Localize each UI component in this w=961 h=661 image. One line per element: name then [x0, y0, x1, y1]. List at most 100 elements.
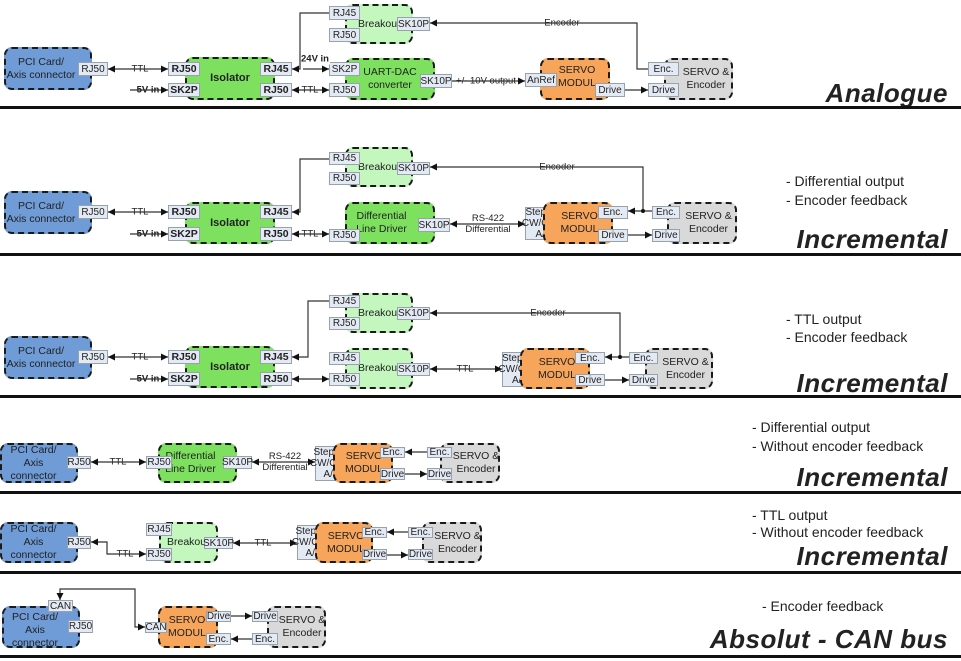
block-label: SERVO MODUL — [327, 529, 365, 555]
block-label: SERVO & Encoder — [278, 614, 326, 639]
section-divider — [0, 655, 961, 658]
port-drive: Drive — [595, 83, 625, 97]
block-label: Differential Line Driver — [356, 210, 407, 235]
port-rj50: RJ50 — [260, 372, 292, 386]
port-rj45: RJ45 — [329, 152, 360, 165]
connection-wire — [292, 12, 329, 73]
port-rj45: RJ45 — [260, 205, 292, 219]
feature-note: - Differential output — [786, 173, 905, 189]
block-label: SERVO MODUL — [538, 355, 576, 381]
block-label: Breakout — [357, 306, 401, 319]
block-label: SERVO MODUL — [168, 614, 206, 639]
port-rj50: RJ50 — [329, 28, 360, 42]
port-drive: Drive — [408, 549, 433, 560]
section-divider — [0, 491, 961, 494]
port-rj50: RJ50 — [168, 350, 200, 364]
port-drive: Drive — [598, 229, 628, 242]
port-enc: Enc. — [380, 447, 405, 458]
port-enc: Enc. — [648, 62, 679, 76]
feature-note: - TTL output — [752, 507, 828, 523]
feature-note: - Without encoder feedback — [752, 524, 924, 540]
section-title: Analogue — [825, 78, 948, 108]
port-anref: AnRef — [525, 73, 557, 87]
port-drive: Drive — [427, 468, 452, 480]
port-enc: Enc. — [408, 527, 433, 538]
block-label: SERVO MODUL — [345, 450, 383, 475]
port-sk10p: SK10P — [397, 17, 430, 31]
port-rj50: RJ50 — [168, 62, 200, 76]
port-enc: Enc. — [652, 206, 680, 219]
port-enc: Enc. — [575, 352, 605, 364]
connection-wire — [292, 158, 329, 216]
port-rj45: RJ45 — [329, 6, 360, 20]
port-enc: Enc. — [362, 527, 387, 538]
section-title: Absolut - CAN bus — [709, 624, 948, 654]
section-title: Incremental — [796, 368, 948, 398]
port-drive: Drive — [380, 468, 405, 480]
section-title: Incremental — [796, 541, 948, 571]
section-divider — [0, 253, 961, 256]
port-drive: Drive — [648, 83, 679, 97]
port-enc: Enc. — [629, 352, 658, 364]
pci-card-block — [0, 522, 78, 563]
port-sk2p: SK2P — [329, 62, 360, 76]
port-sk2p: SK2P — [168, 372, 200, 386]
feature-note: - Without encoder feedback — [752, 438, 924, 454]
block-label: PCI Card/ Axis connector — [10, 443, 57, 482]
block-label: Breakout — [166, 536, 210, 548]
port-sk10p: SK10P — [418, 218, 450, 232]
block-label: Isolator — [210, 72, 250, 84]
feature-note: - Differential output — [752, 419, 871, 435]
block-label: UART-DAC converter — [363, 66, 417, 91]
feature-note: - TTL output — [786, 311, 862, 327]
port-drive: Drive — [629, 374, 658, 386]
port-enc: Enc. — [252, 633, 278, 645]
port-rj50: RJ50 — [67, 456, 91, 469]
port-rj50: RJ50 — [260, 83, 292, 97]
block-label: PCI Card/ Axis connector — [11, 610, 59, 649]
block-label: Isolator — [210, 216, 250, 229]
block-label: PCI Card/ Axis connector — [6, 344, 76, 370]
port-rj50: RJ50 — [329, 317, 360, 330]
port-rj45: RJ45 — [329, 352, 360, 365]
connection-wire — [56, 588, 145, 631]
port-rj50: RJ50 — [329, 373, 360, 386]
port-rj50: RJ50 — [168, 205, 200, 219]
connection-wire — [292, 300, 329, 361]
block-label: SERVO & Encoder — [434, 529, 481, 555]
block-label: Isolator — [210, 360, 250, 373]
port-rj50: RJ50 — [329, 229, 360, 242]
section-title: Incremental — [796, 224, 948, 254]
junction-dot — [641, 209, 645, 213]
pci-card-block — [4, 47, 92, 90]
feature-note: - Encoder feedback — [786, 329, 908, 345]
port-drive: Drive — [206, 611, 231, 622]
port-enc: Enc. — [598, 206, 628, 219]
port-sk2p: SK2P — [168, 83, 200, 97]
junction-dot — [618, 355, 622, 359]
port-sk2p: SK2P — [168, 227, 200, 241]
block-label: SERVO & Encoder — [662, 355, 709, 381]
connection-wire — [430, 309, 621, 357]
port-rj50: RJ50 — [146, 548, 172, 561]
port-rj50: RJ50 — [329, 172, 360, 185]
port-rj50: RJ50 — [78, 62, 108, 76]
block-label: Breakout — [357, 17, 401, 30]
port-enc: Enc. — [206, 633, 231, 645]
port-rj50: RJ50 — [67, 536, 91, 549]
port-sk10p: SK10P — [397, 162, 430, 175]
port-drive: Drive — [575, 374, 605, 386]
section-divider — [0, 395, 961, 398]
section-divider — [0, 571, 961, 574]
port-rj50: RJ50 — [329, 83, 360, 97]
port-sk10p: SK10P — [202, 537, 235, 549]
section-divider — [0, 106, 961, 109]
port-can: CAN — [145, 622, 167, 633]
connection-wire — [430, 163, 644, 211]
port-drive: Drive — [252, 611, 278, 622]
feature-note: - Encoder feedback — [762, 598, 884, 614]
port-rj45: RJ45 — [260, 62, 292, 76]
port-sk10p: SK10P — [420, 74, 452, 88]
port-drive: Drive — [362, 549, 387, 560]
